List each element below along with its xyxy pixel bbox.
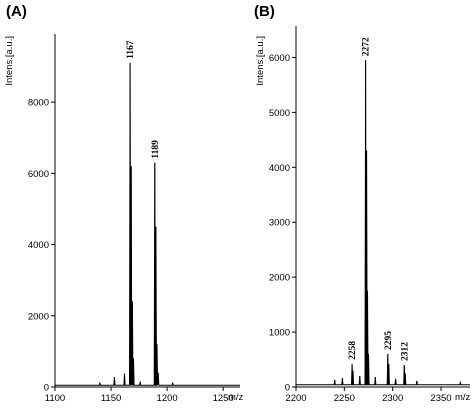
panel-a-label: (A)	[6, 3, 27, 20]
panel-a-peak-label: 1167	[126, 40, 136, 59]
panel-a-y-tick-label: 4000	[28, 240, 49, 251]
panel-b-y-tick-label: 0	[285, 383, 290, 394]
panel-b-peak-label: 2312	[400, 342, 410, 361]
panel-b-y-tick-label: 4000	[269, 163, 290, 174]
panel-b-x-tick-label: 2300	[382, 393, 403, 404]
panel-b-x-axis-title: m/z	[455, 392, 471, 403]
panel-a-y-tick-label: 6000	[28, 169, 49, 180]
panel-a-peak-label: 1189	[151, 140, 161, 159]
panel-b-y-tick-label: 2000	[269, 273, 290, 284]
panel-a-y-tick-label: 2000	[28, 311, 49, 322]
panel-b-x-tick-label: 2350	[430, 393, 451, 404]
panel-b-label: (B)	[254, 3, 275, 20]
panel-b-y-tick-label: 5000	[269, 108, 290, 119]
panel-b-x-tick-label: 2250	[334, 393, 355, 404]
panel-b-y-axis-title: Intens.[a.u.]	[255, 36, 266, 86]
panel-a-spectrum-line	[55, 62, 240, 386]
panel-b-y-tick-label: 1000	[269, 328, 290, 339]
panel-a-y-axis-title: Intens.[a.u.]	[4, 36, 15, 86]
panel-a-y-tick-label: 8000	[28, 98, 49, 109]
panel-a-x-axis-title: m/z	[228, 392, 244, 403]
panel-a-x-tick-label: 1200	[157, 393, 178, 404]
panel-b-x-tick-label: 2200	[285, 393, 306, 404]
panel-b-peak-label: 2258	[348, 341, 358, 360]
panel-a-x-tick-label: 1100	[45, 393, 65, 404]
panel-b-y-tick-label: 3000	[269, 218, 290, 229]
panel-a-x-tick-label: 1150	[101, 393, 121, 404]
panel-b-peak-label: 2272	[362, 37, 372, 56]
panel-a-x-tick-label: 1250	[213, 393, 234, 404]
panel-a-y-tick-label: 0	[44, 383, 49, 394]
panel-b-y-tick-label: 6000	[269, 53, 290, 64]
panel-b-peak-label: 2295	[384, 331, 394, 350]
